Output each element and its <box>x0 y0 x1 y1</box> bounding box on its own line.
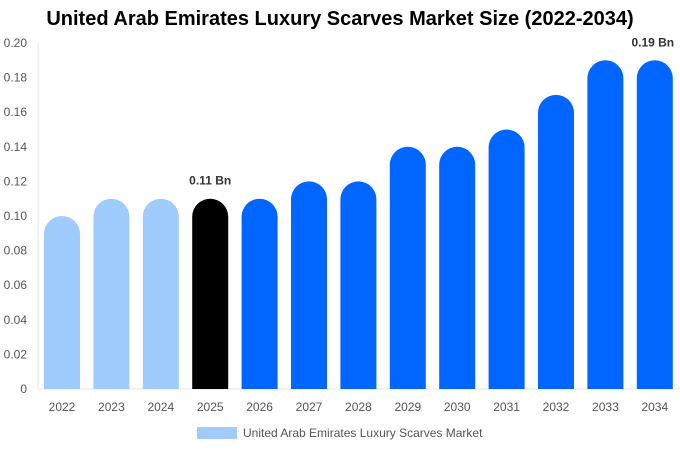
y-tick-label: 0.20 <box>4 36 28 50</box>
x-tick-label: 2028 <box>345 400 372 414</box>
x-tick-label: 2027 <box>296 400 323 414</box>
x-tick-label: 2026 <box>246 400 273 414</box>
x-tick-label: 2023 <box>98 400 125 414</box>
y-tick-label: 0.04 <box>4 313 28 327</box>
x-tick-label: 2032 <box>543 400 570 414</box>
bar-2032 <box>538 94 574 389</box>
bar-2031 <box>488 129 525 390</box>
y-tick-label: 0 <box>20 382 27 396</box>
y-tick-label: 0.02 <box>4 347 28 361</box>
y-tick-label: 0.10 <box>4 209 28 223</box>
data-label: 0.11 Bn <box>189 174 231 188</box>
x-tick-label: 2024 <box>147 400 174 414</box>
bar-2027 <box>291 181 327 389</box>
legend-swatch <box>197 427 237 439</box>
x-tick-label: 2030 <box>444 400 471 414</box>
y-tick-label: 0.16 <box>4 105 28 119</box>
y-tick-label: 0.08 <box>4 244 28 258</box>
x-tick-label: 2031 <box>493 400 520 414</box>
bar-2029 <box>389 146 426 389</box>
legend-label: United Arab Emirates Luxury Scarves Mark… <box>243 426 483 440</box>
y-tick-label: 0.12 <box>4 174 28 188</box>
y-tick-label: 0.14 <box>4 140 28 154</box>
x-tick-label: 2029 <box>394 400 421 414</box>
bar-2022 <box>44 216 80 389</box>
data-label: 0.19 Bn <box>631 35 674 49</box>
y-tick-label: 0.06 <box>4 278 28 292</box>
bar-2023 <box>93 198 130 389</box>
bar-2033 <box>587 60 624 389</box>
bar-2028 <box>340 181 377 389</box>
bar-2026 <box>241 198 278 389</box>
legend: United Arab Emirates Luxury Scarves Mark… <box>197 426 482 440</box>
x-tick-label: 2034 <box>641 400 668 414</box>
bar-2034 <box>636 60 673 389</box>
bar-2024 <box>142 198 179 389</box>
y-tick-label: 0.18 <box>4 71 28 85</box>
chart-title: United Arab Emirates Luxury Scarves Mark… <box>46 8 634 30</box>
x-tick-label: 2022 <box>49 400 76 414</box>
x-tick-label: 2025 <box>197 400 224 414</box>
bar-2030 <box>439 146 476 389</box>
bar-2025 <box>192 198 229 389</box>
x-tick-label: 2033 <box>592 400 619 414</box>
